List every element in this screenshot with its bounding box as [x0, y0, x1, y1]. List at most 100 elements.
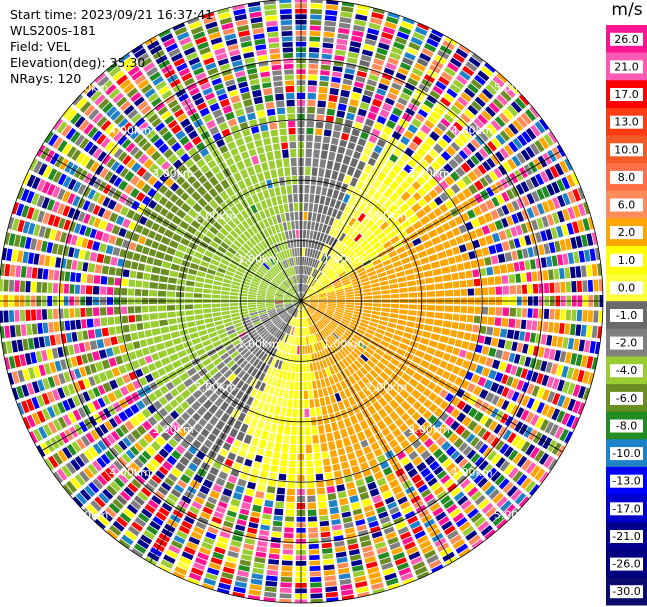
velocity-gate [126, 158, 136, 169]
velocity-gate [193, 304, 203, 309]
velocity-gate [96, 457, 107, 469]
velocity-gate [344, 288, 354, 293]
velocity-gate [285, 292, 294, 298]
velocity-gate [133, 96, 145, 107]
velocity-gate [7, 217, 15, 230]
velocity-gate [308, 277, 314, 286]
velocity-gate [163, 443, 174, 454]
velocity-gate [175, 444, 186, 455]
velocity-gate [457, 495, 469, 506]
velocity-gate [313, 452, 321, 460]
velocity-gate [221, 22, 234, 31]
velocity-gate [304, 345, 308, 355]
velocity-gate [324, 472, 333, 480]
velocity-gate [49, 228, 57, 241]
velocity-gate [174, 566, 188, 576]
velocity-gate [292, 327, 296, 336]
velocity-gate [194, 282, 204, 288]
velocity-gate [92, 147, 103, 159]
velocity-gate [576, 280, 583, 293]
velocity-gate [109, 379, 119, 390]
velocity-gate [230, 350, 240, 359]
velocity-gate [278, 341, 284, 351]
velocity-gate [302, 297, 309, 301]
velocity-gate [68, 247, 75, 258]
velocity-gate [390, 308, 399, 314]
velocity-gate [194, 36, 208, 45]
velocity-gate [435, 367, 445, 377]
velocity-gate [44, 458, 54, 471]
velocity-gate [423, 549, 437, 560]
velocity-gate [114, 277, 122, 286]
velocity-gate [164, 200, 174, 210]
velocity-gate [556, 410, 566, 423]
velocity-gate [192, 31, 206, 40]
velocity-gate [441, 520, 453, 531]
velocity-gate [212, 307, 221, 313]
velocity-gate [510, 365, 518, 376]
velocity-gate [459, 70, 471, 81]
velocity-gate [11, 249, 18, 262]
velocity-gate [347, 365, 355, 375]
velocity-gate [186, 52, 198, 61]
velocity-gate [456, 412, 467, 423]
velocity-gate [223, 369, 233, 379]
velocity-gate [582, 201, 591, 215]
velocity-gate [153, 400, 163, 410]
velocity-gate [212, 109, 223, 119]
velocity-gate [379, 516, 391, 525]
velocity-gate [243, 177, 253, 187]
velocity-gate [301, 265, 304, 275]
velocity-gate [250, 283, 259, 288]
velocity-gate [399, 287, 408, 293]
velocity-gate [314, 260, 320, 269]
velocity-gate [27, 338, 35, 350]
velocity-gate [84, 365, 92, 376]
velocity-gate [489, 79, 501, 92]
velocity-gate [352, 86, 363, 94]
velocity-gate [387, 273, 397, 280]
velocity-gate [440, 495, 451, 505]
velocity-gate [346, 481, 356, 490]
velocity-gate [340, 212, 348, 222]
velocity-gate [278, 223, 284, 232]
velocity-gate [278, 273, 285, 281]
velocity-gate [16, 203, 25, 217]
velocity-gate [209, 353, 220, 362]
velocity-gate [390, 288, 399, 294]
velocity-gate [495, 457, 506, 469]
velocity-gate [253, 275, 262, 282]
velocity-gates [0, 0, 604, 604]
velocity-gate [221, 571, 234, 580]
velocity-gate [434, 407, 444, 418]
velocity-gate [250, 578, 263, 586]
velocity-gate [63, 219, 71, 231]
velocity-gate [204, 501, 215, 510]
velocity-gate [220, 352, 230, 361]
velocity-gate [88, 446, 99, 458]
velocity-gate [284, 231, 290, 240]
velocity-gate [426, 311, 435, 318]
velocity-gate [387, 230, 397, 240]
velocity-gate [550, 227, 558, 239]
velocity-gate [515, 183, 525, 195]
velocity-gate [545, 361, 553, 374]
velocity-gate [524, 332, 531, 342]
velocity-gate [283, 434, 290, 444]
velocity-gate [296, 318, 299, 327]
velocity-gate [497, 164, 508, 176]
velocity-gate [195, 521, 207, 530]
velocity-gate [473, 411, 484, 422]
velocity-gate [291, 326, 295, 336]
velocity-gate [225, 111, 235, 121]
velocity-gate [183, 77, 195, 87]
velocity-gate [227, 141, 237, 150]
velocity-gate [492, 265, 501, 275]
velocity-gate [349, 135, 358, 144]
velocity-gate [288, 316, 294, 325]
velocity-gate [15, 324, 22, 337]
velocity-gate [138, 235, 147, 245]
velocity-gate [513, 262, 520, 272]
velocity-gate [295, 302, 301, 308]
velocity-gate [239, 35, 252, 43]
